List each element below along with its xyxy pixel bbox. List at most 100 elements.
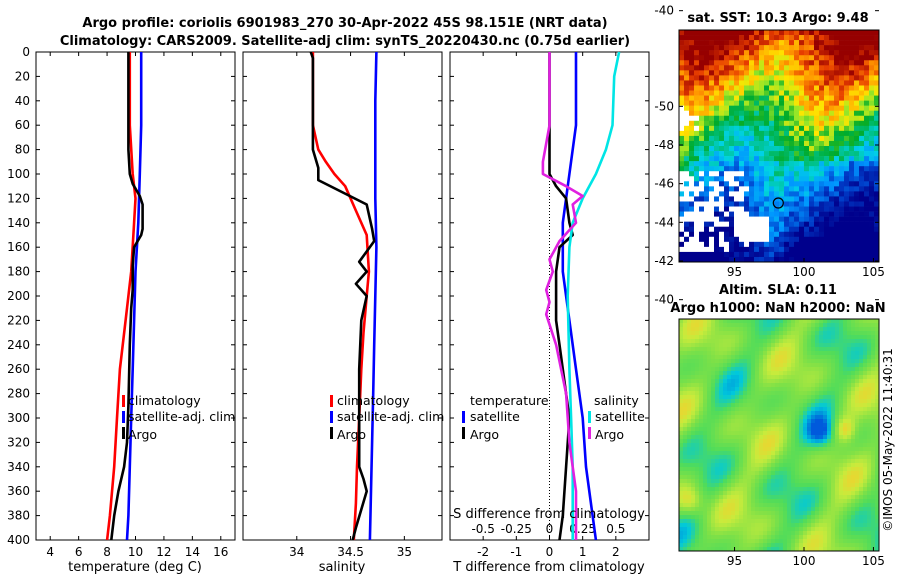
sla-pixel — [803, 327, 808, 332]
sst-pixel — [679, 161, 685, 167]
sst-pixel — [734, 181, 740, 187]
sla-pixel — [815, 507, 820, 512]
sla-pixel — [871, 499, 876, 504]
sla-pixel — [847, 543, 852, 548]
sla-pixel — [695, 371, 700, 376]
sla-pixel — [707, 351, 712, 356]
sla-pixel — [691, 539, 696, 544]
sla-pixel — [811, 323, 816, 328]
sla-pixel — [703, 503, 708, 508]
sst-pixel — [714, 196, 720, 202]
sst-pixel — [849, 226, 855, 233]
depth-tick-label: 40 — [15, 94, 30, 108]
sst-pixel — [834, 35, 840, 41]
sst-pixel — [859, 211, 865, 217]
sla-pixel — [687, 479, 692, 484]
sla-pixel — [803, 447, 808, 452]
sst-pixel — [694, 105, 700, 111]
sst-pixel — [779, 140, 785, 147]
sst-pixel — [694, 191, 700, 197]
sst-pixel — [719, 171, 725, 177]
sla-pixel — [727, 331, 732, 336]
sla-pixel — [747, 363, 752, 368]
sla-pixel — [807, 363, 812, 368]
sst-pixel — [764, 65, 770, 71]
sla-pixel — [799, 407, 804, 412]
sst-pixel — [769, 35, 775, 41]
sla-pixel — [739, 395, 744, 400]
sst-pixel — [849, 201, 855, 207]
sst-pixel — [839, 105, 845, 111]
sla-pixel — [735, 459, 740, 464]
sla-pixel — [731, 459, 736, 464]
sla-pixel — [739, 427, 744, 432]
sla-pixel — [863, 335, 868, 340]
sla-pixel — [823, 531, 828, 536]
sst-pixel — [829, 171, 835, 177]
sst-pixel — [804, 161, 810, 167]
sla-pixel — [727, 415, 732, 420]
sst-pixel — [819, 171, 825, 177]
sla-pixel — [871, 435, 876, 440]
sla-pixel — [715, 351, 720, 356]
sla-pixel — [751, 407, 756, 412]
sst-pixel — [784, 201, 790, 207]
sla-pixel — [839, 467, 844, 472]
sst-pixel — [719, 50, 725, 56]
sst-pixel — [779, 156, 785, 162]
sst-pixel — [724, 45, 730, 51]
sst-pixel — [709, 221, 715, 227]
sla-pixel — [747, 455, 752, 460]
sla-pixel — [819, 463, 824, 468]
sst-pixel — [784, 231, 790, 238]
sla-pixel — [679, 511, 684, 516]
sst-pixel — [684, 115, 690, 122]
sst-pixel — [819, 60, 825, 66]
sst-pixel — [774, 211, 780, 217]
sla-pixel — [691, 503, 696, 508]
sla-pixel — [847, 451, 852, 456]
sst-pixel — [724, 196, 730, 202]
sst-pixel — [779, 176, 785, 182]
sst-pixel — [869, 186, 875, 192]
sla-pixel — [691, 339, 696, 344]
sla-pixel — [719, 423, 724, 428]
sla-pixel — [755, 515, 760, 520]
sst-pixel — [759, 146, 765, 152]
sla-pixel — [687, 335, 692, 340]
sst-pixel — [744, 176, 750, 182]
sst-pixel — [814, 156, 820, 162]
sla-pixel — [803, 531, 808, 536]
sla-pixel — [819, 411, 824, 416]
sst-pixel — [849, 135, 855, 142]
legend-swatch-argo — [122, 427, 125, 439]
sst-pixel — [804, 256, 810, 263]
sla-pixel — [755, 487, 760, 492]
sst-pixel — [849, 80, 855, 86]
sla-pixel — [835, 471, 840, 476]
sla-pixel — [695, 535, 700, 540]
sla-pixel — [771, 363, 776, 368]
sst-pixel — [864, 161, 870, 167]
sla-pixel — [691, 411, 696, 416]
sla-pixel — [823, 547, 828, 552]
sst-pixel — [719, 35, 725, 41]
sla-pixel — [815, 359, 820, 364]
sla-pixel — [755, 387, 760, 392]
sla-pixel — [847, 439, 852, 444]
sla-pixel — [767, 535, 772, 540]
sla-pixel — [711, 339, 716, 344]
sla-pixel — [691, 547, 696, 552]
sla-pixel — [875, 343, 880, 348]
sst-pixel — [784, 191, 790, 197]
sla-pixel — [859, 359, 864, 364]
sla-pixel — [831, 511, 836, 516]
sla-pixel — [831, 479, 836, 484]
sst-pixel — [754, 75, 760, 81]
sla-pixel — [859, 467, 864, 472]
sla-pixel — [831, 439, 836, 444]
sst-pixel — [749, 105, 755, 111]
sla-pixel — [727, 467, 732, 472]
sla-pixel — [807, 407, 812, 412]
sst-pixel — [779, 216, 785, 222]
